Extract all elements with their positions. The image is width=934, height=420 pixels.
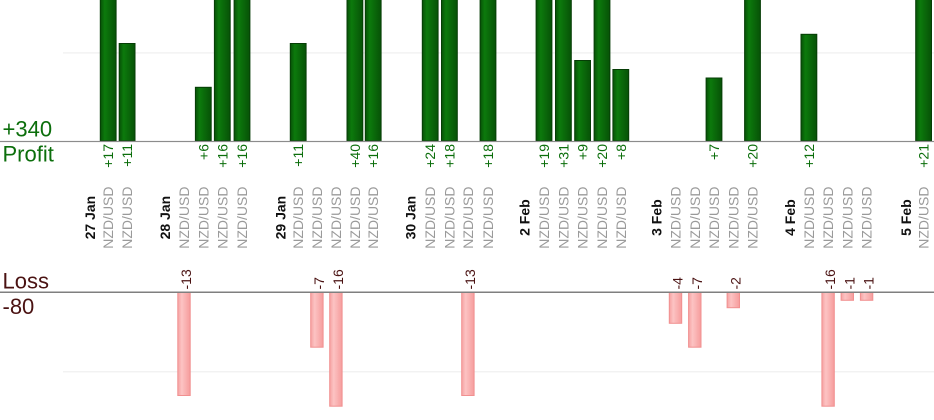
svg-text:NZD/USD: NZD/USD <box>480 186 496 248</box>
svg-text:NZD/USD: NZD/USD <box>555 186 571 248</box>
svg-text:-7: -7 <box>311 277 327 290</box>
svg-text:2 Feb: 2 Feb <box>517 199 533 236</box>
svg-text:NZD/USD: NZD/USD <box>195 186 211 248</box>
svg-text:NZD/USD: NZD/USD <box>176 186 192 248</box>
svg-text:NZD/USD: NZD/USD <box>536 186 552 248</box>
svg-text:NZD/USD: NZD/USD <box>365 186 381 248</box>
svg-text:27 Jan: 27 Jan <box>82 196 98 240</box>
svg-text:NZD/USD: NZD/USD <box>706 186 722 248</box>
svg-text:+7: +7 <box>706 144 722 160</box>
svg-text:NZD/USD: NZD/USD <box>575 186 591 248</box>
svg-text:NZD/USD: NZD/USD <box>801 186 817 248</box>
svg-text:NZD/USD: NZD/USD <box>290 186 306 248</box>
svg-text:+9: +9 <box>575 144 591 160</box>
svg-text:+11: +11 <box>290 144 306 167</box>
svg-text:28 Jan: 28 Jan <box>157 196 173 240</box>
svg-text:+17: +17 <box>100 144 116 168</box>
svg-text:NZD/USD: NZD/USD <box>687 186 703 248</box>
svg-text:+18: +18 <box>441 144 457 168</box>
svg-text:+6: +6 <box>195 144 211 160</box>
svg-text:NZD/USD: NZD/USD <box>820 186 836 248</box>
svg-text:NZD/USD: NZD/USD <box>441 186 457 248</box>
svg-text:NZD/USD: NZD/USD <box>100 186 116 248</box>
svg-text:-16: -16 <box>822 269 838 289</box>
svg-text:30 Jan: 30 Jan <box>402 196 418 240</box>
svg-text:+16: +16 <box>234 144 250 168</box>
svg-text:29 Jan: 29 Jan <box>273 196 289 240</box>
svg-text:-13: -13 <box>462 269 478 289</box>
svg-text:-80: -80 <box>3 294 35 319</box>
svg-text:+20: +20 <box>594 144 610 168</box>
svg-text:-1: -1 <box>861 277 877 290</box>
svg-text:NZD/USD: NZD/USD <box>725 186 741 248</box>
svg-text:NZD/USD: NZD/USD <box>859 186 875 248</box>
svg-text:+21: +21 <box>916 144 932 168</box>
svg-text:+340: +340 <box>3 117 53 142</box>
svg-text:+24: +24 <box>422 144 438 168</box>
svg-text:NZD/USD: NZD/USD <box>234 186 250 248</box>
svg-text:NZD/USD: NZD/USD <box>119 186 135 248</box>
svg-text:NZD/USD: NZD/USD <box>613 186 629 248</box>
svg-text:+16: +16 <box>365 144 381 168</box>
svg-text:+19: +19 <box>536 144 552 168</box>
svg-text:+12: +12 <box>801 144 817 168</box>
svg-text:-1: -1 <box>841 277 857 290</box>
svg-text:NZD/USD: NZD/USD <box>328 186 344 248</box>
svg-text:-4: -4 <box>670 277 686 290</box>
svg-text:+16: +16 <box>214 144 230 168</box>
svg-text:+8: +8 <box>613 144 629 160</box>
svg-text:+18: +18 <box>480 144 496 168</box>
svg-text:NZD/USD: NZD/USD <box>347 186 363 248</box>
svg-text:-13: -13 <box>178 269 194 289</box>
svg-text:NZD/USD: NZD/USD <box>916 186 932 248</box>
svg-text:NZD/USD: NZD/USD <box>309 186 325 248</box>
svg-text:NZD/USD: NZD/USD <box>214 186 230 248</box>
svg-text:+20: +20 <box>745 144 761 168</box>
svg-text:-2: -2 <box>727 277 743 290</box>
svg-text:NZD/USD: NZD/USD <box>745 186 761 248</box>
svg-text:5 Feb: 5 Feb <box>898 199 914 236</box>
svg-text:-7: -7 <box>689 277 705 290</box>
svg-text:+31: +31 <box>555 144 571 168</box>
svg-text:-16: -16 <box>330 269 346 289</box>
svg-text:3 Feb: 3 Feb <box>649 199 665 236</box>
svg-text:+11: +11 <box>119 144 135 167</box>
svg-text:NZD/USD: NZD/USD <box>839 186 855 248</box>
svg-text:NZD/USD: NZD/USD <box>668 186 684 248</box>
svg-text:NZD/USD: NZD/USD <box>594 186 610 248</box>
svg-text:Loss: Loss <box>3 268 49 293</box>
svg-text:NZD/USD: NZD/USD <box>460 186 476 248</box>
svg-text:Profit: Profit <box>3 142 54 167</box>
svg-text:4 Feb: 4 Feb <box>782 199 798 236</box>
svg-text:NZD/USD: NZD/USD <box>422 186 438 248</box>
svg-text:+40: +40 <box>347 144 363 168</box>
